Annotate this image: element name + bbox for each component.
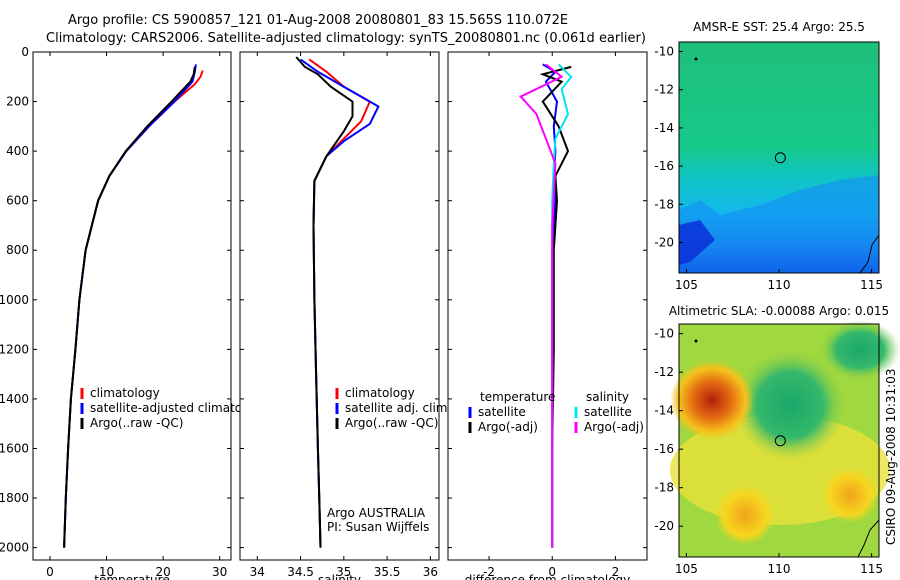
depth-tick-label: 200 bbox=[6, 95, 29, 109]
depth-tick-label: 1000 bbox=[0, 293, 29, 307]
difference-legend-label: temperature bbox=[480, 390, 555, 404]
sst-map-axes: AMSR-E SST: 25.4 Argo: 25.5 105 110 115 -10 -… bbox=[654, 20, 883, 292]
salinity-legend-label: satellite adj. clim. bbox=[345, 401, 451, 415]
difference-axes-frame bbox=[447, 51, 648, 561]
sla-map-warm-eddy bbox=[670, 360, 754, 440]
sst-map-panel bbox=[679, 42, 880, 274]
sla-map-coast bbox=[857, 519, 880, 558]
difference-xtick-label: -2 bbox=[483, 565, 495, 579]
temperature-panel: 0 10 20 30 0 200 400 600 800 1000 1200 1400 1600 1800… bbox=[0, 45, 268, 580]
depth-tick-label: 1400 bbox=[0, 392, 29, 406]
salinity-panel: 34 34.5 35 35.5 36 salinity climatologysatelli… bbox=[239, 51, 451, 580]
sla-map-panel bbox=[670, 320, 900, 558]
temperature-xtick-label: 0 bbox=[46, 565, 54, 579]
salinity-annotation: PI: Susan Wijffels bbox=[327, 520, 429, 534]
sla-map-orange-south bbox=[715, 485, 775, 545]
salinity-xtick-label: 34.5 bbox=[287, 565, 314, 579]
sla-map-title: Altimetric SLA: -0.00088 Argo: 0.015 bbox=[669, 304, 889, 318]
temperature-xtick-label: 20 bbox=[155, 565, 170, 579]
sst-map-ytick-label: -14 bbox=[654, 121, 674, 135]
depth-tick-label: 400 bbox=[6, 144, 29, 158]
sst-map-xtick-label: 110 bbox=[768, 278, 791, 292]
temperature-legend-label: climatology bbox=[90, 386, 160, 400]
temperature-series-argo-raw-qc- bbox=[63, 66, 196, 548]
difference-legend-label: Argo(-adj) bbox=[478, 420, 538, 434]
depth-tick-label: 1600 bbox=[0, 441, 29, 455]
difference-series-salinity-argo-adj- bbox=[519, 63, 564, 548]
depth-tick-label: 0 bbox=[21, 45, 29, 59]
difference-xlabel: difference from climatology bbox=[465, 573, 631, 580]
credit-label: CSIRO 09-Aug-2008 10:31:03 bbox=[884, 369, 898, 545]
temperature-axes-frame bbox=[32, 51, 232, 561]
difference-legend-label: salinity bbox=[586, 390, 629, 404]
sst-map-ytick-label: -18 bbox=[654, 197, 674, 211]
sla-map-axes: Altimetric SLA: -0.00088 Argo: 0.015 105 1… bbox=[654, 304, 889, 576]
difference-legend-label: Argo(-adj) bbox=[584, 420, 644, 434]
sst-island-dot bbox=[694, 57, 698, 61]
sla-map-xtick-label: 105 bbox=[675, 562, 698, 576]
difference-legend-label: satellite bbox=[478, 405, 526, 419]
sla-island-dot bbox=[694, 339, 698, 343]
sst-map-xtick-label: 105 bbox=[675, 278, 698, 292]
sla-map-ytick-label: -10 bbox=[654, 327, 674, 341]
sla-map-xtick-label: 115 bbox=[860, 562, 883, 576]
salinity-axes-frame bbox=[239, 51, 440, 561]
depth-tick-label: 800 bbox=[6, 243, 29, 257]
depth-tick-label: 1200 bbox=[0, 342, 29, 356]
salinity-xtick-label: 34 bbox=[250, 565, 265, 579]
sst-map-xtick-label: 115 bbox=[860, 278, 883, 292]
sla-map-xtick-label: 110 bbox=[768, 562, 791, 576]
difference-xtick-label: 2 bbox=[612, 565, 620, 579]
sst-map-ytick-label: -10 bbox=[654, 45, 674, 59]
sst-map-ytick-label: -16 bbox=[654, 159, 674, 173]
sla-map-green-east bbox=[820, 320, 900, 380]
sla-map-ytick-label: -14 bbox=[654, 404, 674, 418]
sst-map-title: AMSR-E SST: 25.4 Argo: 25.5 bbox=[693, 20, 865, 34]
title-line-1: Argo profile: CS 5900857_121 01-Aug-2008… bbox=[68, 13, 568, 28]
depth-tick-label: 1800 bbox=[0, 491, 29, 505]
difference-xtick-label: 0 bbox=[548, 565, 556, 579]
sst-map-ytick-label: -12 bbox=[654, 83, 674, 97]
sla-map-ytick-label: -12 bbox=[654, 365, 674, 379]
temperature-xlabel: temperature bbox=[94, 573, 169, 580]
sla-float-marker bbox=[774, 435, 786, 447]
depth-tick-label: 600 bbox=[6, 194, 29, 208]
sst-float-marker bbox=[774, 152, 786, 164]
sla-map-ytick-label: -20 bbox=[654, 519, 674, 533]
sst-map-cool-patch bbox=[679, 175, 879, 273]
difference-legend-label: satellite bbox=[584, 405, 632, 419]
sla-map-green-eddy bbox=[735, 350, 845, 460]
salinity-legend-label: Argo(..raw -QC) bbox=[345, 416, 438, 430]
temperature-xtick-label: 30 bbox=[212, 565, 227, 579]
sla-map-ytick-label: -18 bbox=[654, 481, 674, 495]
temperature-xtick-label: 10 bbox=[99, 565, 114, 579]
salinity-xtick-label: 36 bbox=[423, 565, 438, 579]
sla-map-ytick-label: -16 bbox=[654, 442, 674, 456]
sst-map-coast bbox=[859, 234, 880, 274]
sla-map-orange-east bbox=[822, 467, 878, 523]
salinity-xlabel: salinity bbox=[318, 573, 361, 580]
salinity-series-argo-raw-qc- bbox=[295, 56, 354, 548]
sst-map-ytick-label: -20 bbox=[654, 235, 674, 249]
temperature-legend-label: satellite-adjusted climatology bbox=[90, 401, 268, 415]
depth-tick-label: 2000 bbox=[0, 541, 29, 555]
salinity-legend-label: climatology bbox=[345, 386, 415, 400]
title-line-2: Climatology: CARS2006. Satellite-adjuste… bbox=[46, 31, 646, 46]
salinity-xtick-label: 35.5 bbox=[374, 565, 401, 579]
temperature-legend-label: Argo(..raw -QC) bbox=[90, 416, 183, 430]
salinity-xtick-label: 35 bbox=[336, 565, 351, 579]
salinity-annotation: Argo AUSTRALIA bbox=[327, 506, 426, 520]
sst-map-coldest-patch bbox=[679, 220, 715, 265]
difference-series-temperature-argo-adj- bbox=[539, 65, 572, 548]
